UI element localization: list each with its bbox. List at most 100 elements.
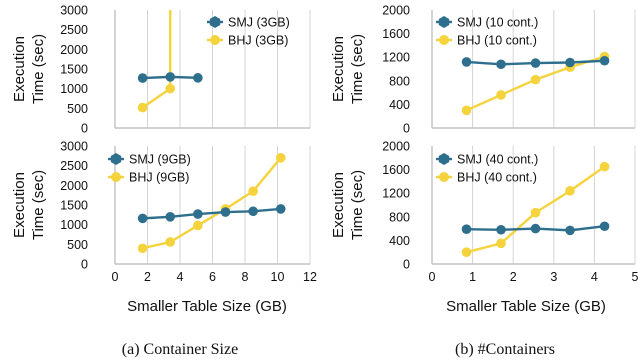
data-point-smj: [248, 206, 258, 217]
y-tick-label: 1000: [60, 218, 88, 232]
data-point-bhj: [461, 247, 472, 257]
y-axis-title-line: Time (sec): [30, 170, 47, 240]
legend-label: SMJ (40 cont.): [457, 153, 538, 167]
legend-marker-smj: [110, 153, 122, 165]
data-point-smj: [599, 221, 610, 232]
y-axis-title-line: Time (sec): [30, 34, 47, 104]
series-line-bhj: [141, 10, 172, 109]
data-point-smj: [530, 58, 541, 68]
y-tick-label: 0: [403, 122, 410, 136]
data-point-smj: [165, 72, 176, 82]
legend-label: SMJ (10 cont.): [457, 16, 538, 30]
legend-marker-bhj: [439, 35, 449, 45]
legend-label: SMJ (3GB): [228, 16, 290, 30]
y-axis-title: Execution Time (sec): [11, 170, 47, 240]
x-tick-label: 6: [209, 270, 216, 284]
legend-marker-bhj: [210, 35, 220, 45]
y-tick-label: 0: [81, 122, 88, 136]
y-axis-title-line: Time (sec): [349, 170, 366, 240]
y-tick-label: 1200: [382, 51, 410, 65]
x-tick-label: 4: [177, 270, 184, 284]
chart-panel-0: 0 500 1000 1500 2000 2500 3000 Execution Time (s…: [11, 4, 311, 136]
y-tick-label: 400: [389, 234, 410, 248]
legend-label: BHJ (3GB): [228, 34, 288, 48]
data-point-bhj: [137, 102, 148, 113]
data-point-bhj: [565, 186, 575, 196]
data-point-bhj: [275, 153, 286, 163]
y-tick-label: 1500: [60, 63, 88, 77]
data-point-bhj: [461, 105, 472, 116]
legend-label: BHJ (9GB): [129, 171, 189, 185]
data-point-smj: [193, 73, 203, 83]
data-point-smj: [565, 225, 575, 236]
data-point-smj: [496, 224, 506, 235]
data-point-smj: [137, 73, 148, 83]
data-point-bhj: [137, 243, 148, 254]
data-point-bhj: [530, 74, 541, 85]
data-point-smj: [461, 57, 472, 67]
legend-marker-smj: [209, 16, 221, 28]
y-tick-label: 800: [389, 74, 410, 88]
y-tick-label: 2000: [60, 179, 88, 193]
data-point-bhj: [248, 186, 258, 197]
caption-b: (b) #Containers: [455, 341, 555, 358]
x-tick-label: 8: [242, 270, 249, 284]
y-tick-label: 500: [67, 238, 88, 252]
data-point-smj: [165, 212, 176, 222]
y-tick-label: 2500: [60, 23, 88, 37]
x-tick-label: 4: [591, 270, 598, 284]
y-axis-title: Execution Time (sec): [11, 34, 47, 104]
y-axis-title-line: Execution: [11, 36, 28, 102]
data-point-smj: [565, 57, 575, 68]
x-tick-label: 0: [429, 270, 436, 284]
y-axis-title-line: Execution: [330, 36, 347, 102]
data-point-smj: [193, 209, 203, 219]
legend-label: BHJ (10 cont.): [457, 34, 537, 48]
y-tick-label: 400: [389, 98, 410, 112]
caption-a: (a) Container Size: [122, 341, 238, 358]
data-point-bhj: [496, 238, 506, 249]
y-tick-label: 3000: [60, 4, 88, 18]
data-point-smj: [496, 59, 506, 70]
data-point-smj: [599, 55, 610, 66]
data-point-bhj: [165, 237, 176, 247]
y-tick-label: 1500: [60, 199, 88, 213]
legend-label: SMJ (9GB): [129, 153, 191, 167]
chart-panel-3: 0 400 800 1200 1600 2000 0 1 2 3 4 5 Execution Time (…: [330, 140, 638, 285]
x-tick-label: 12: [303, 270, 317, 284]
xlabel-left: Smaller Table Size (GB): [127, 298, 287, 315]
y-tick-label: 1000: [60, 82, 88, 96]
legend-label: BHJ (40 cont.): [457, 171, 537, 185]
y-axis-title-line: Execution: [11, 172, 28, 238]
y-tick-label: 800: [389, 210, 410, 224]
legend-marker-smj: [438, 16, 450, 28]
legend-marker-bhj: [111, 172, 121, 182]
x-tick-label: 0: [112, 270, 119, 284]
data-point-bhj: [496, 90, 506, 100]
legend-marker-smj: [438, 153, 450, 165]
y-tick-label: 2000: [382, 4, 410, 18]
y-tick-label: 3000: [60, 140, 88, 154]
data-point-smj: [137, 213, 148, 224]
data-point-smj: [461, 224, 472, 234]
data-point-bhj: [530, 207, 541, 218]
x-tick-label: 5: [632, 270, 638, 284]
x-tick-label: 1: [469, 270, 476, 284]
x-tick-label: 2: [144, 270, 151, 284]
y-tick-label: 0: [403, 258, 410, 272]
y-axis-title-line: Execution: [330, 172, 347, 238]
y-tick-label: 1600: [382, 163, 410, 177]
x-tick-label: 3: [550, 270, 557, 284]
legend-marker-bhj: [439, 172, 449, 182]
y-tick-label: 1600: [382, 27, 410, 41]
data-point-bhj: [193, 220, 203, 231]
data-point-bhj: [599, 161, 610, 172]
data-point-smj: [530, 223, 541, 234]
y-axis-title: Execution Time (sec): [330, 170, 366, 240]
xlabel-right: Smaller Table Size (GB): [446, 298, 606, 315]
chart-panel-1: 0 400 800 1200 1600 2000 Execution Time (sec) SM…: [330, 4, 636, 136]
x-tick-label: 10: [271, 270, 285, 284]
y-axis-title: Execution Time (sec): [330, 34, 366, 104]
y-axis-title-line: Time (sec): [349, 34, 366, 104]
